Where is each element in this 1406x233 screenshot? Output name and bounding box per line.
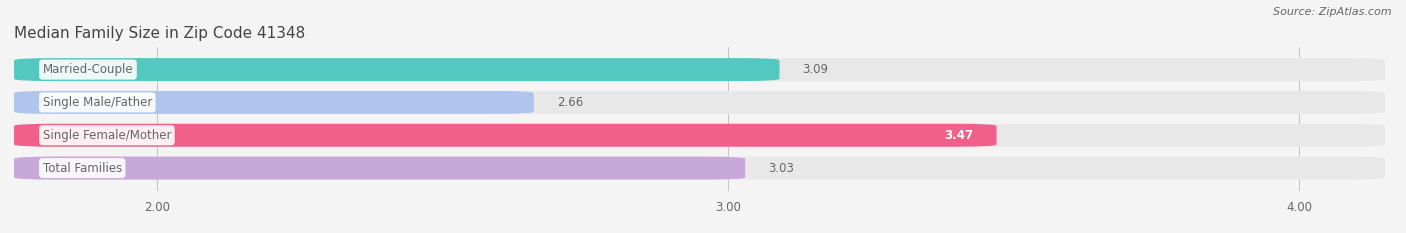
Text: 3.09: 3.09	[803, 63, 828, 76]
FancyBboxPatch shape	[14, 124, 1385, 147]
Text: 3.47: 3.47	[945, 129, 973, 142]
Text: Single Female/Mother: Single Female/Mother	[42, 129, 172, 142]
Text: Single Male/Father: Single Male/Father	[42, 96, 152, 109]
FancyBboxPatch shape	[14, 157, 745, 180]
FancyBboxPatch shape	[14, 91, 534, 114]
FancyBboxPatch shape	[14, 58, 1385, 81]
FancyBboxPatch shape	[14, 157, 1385, 180]
FancyBboxPatch shape	[14, 58, 779, 81]
Text: Total Families: Total Families	[42, 161, 122, 175]
FancyBboxPatch shape	[14, 124, 997, 147]
Text: 3.03: 3.03	[768, 161, 794, 175]
Text: 2.66: 2.66	[557, 96, 583, 109]
Text: Married-Couple: Married-Couple	[42, 63, 134, 76]
Text: Source: ZipAtlas.com: Source: ZipAtlas.com	[1274, 7, 1392, 17]
Text: Median Family Size in Zip Code 41348: Median Family Size in Zip Code 41348	[14, 26, 305, 41]
FancyBboxPatch shape	[14, 91, 1385, 114]
